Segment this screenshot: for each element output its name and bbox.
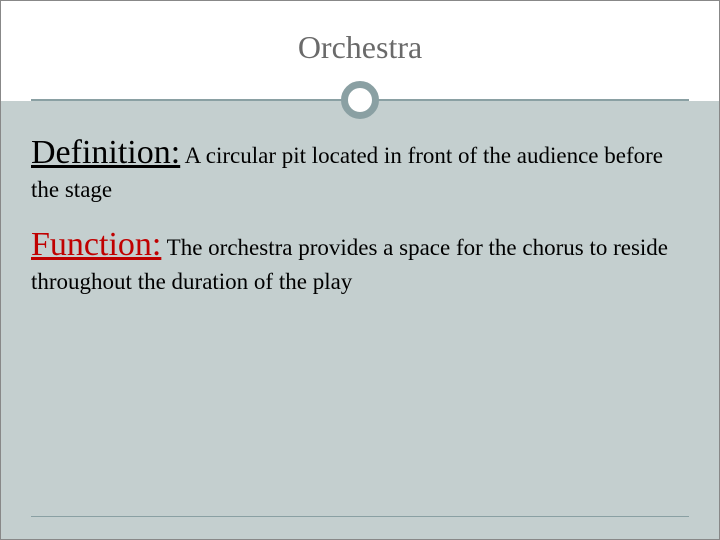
function-block: Function: The orchestra provides a space… — [31, 223, 689, 297]
slide: Orchestra Definition: A circular pit loc… — [0, 0, 720, 540]
circle-icon — [341, 81, 379, 119]
content-area: Definition: A circular pit located in fr… — [31, 131, 689, 315]
slide-title: Orchestra — [1, 29, 719, 66]
footer-line — [31, 516, 689, 517]
definition-block: Definition: A circular pit located in fr… — [31, 131, 689, 205]
definition-label: Definition: — [31, 134, 180, 171]
function-label: Function: — [31, 226, 161, 263]
